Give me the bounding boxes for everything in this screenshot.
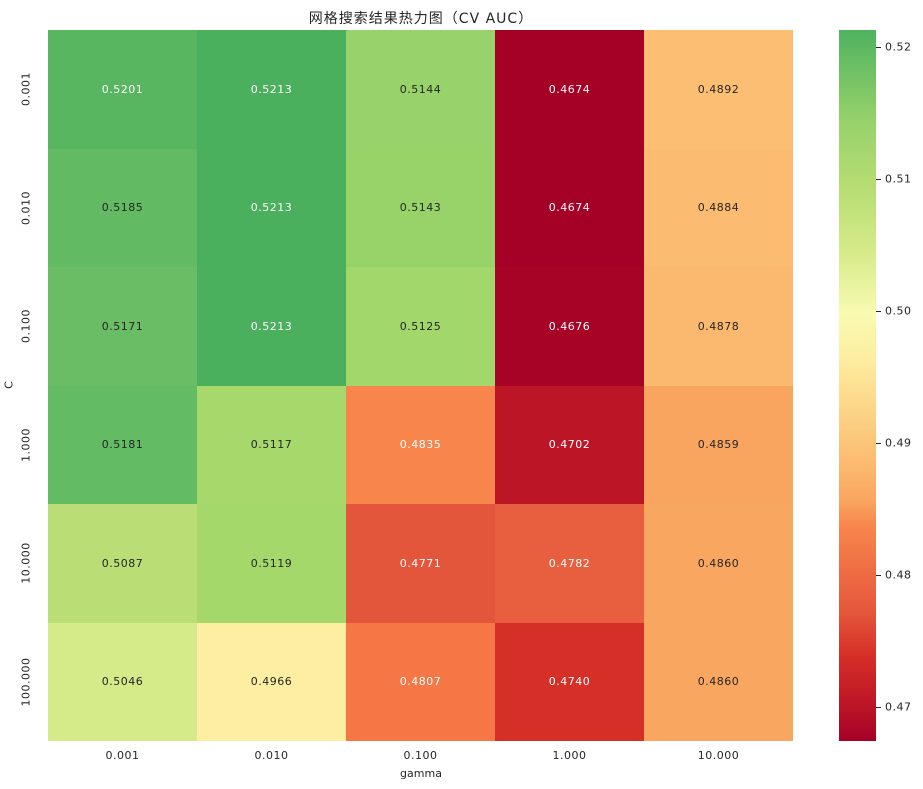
heatmap-cell: 0.4771 (346, 504, 495, 623)
heatmap-cell: 0.5181 (48, 385, 197, 504)
x-axis-label: gamma (400, 767, 442, 780)
heatmap-grid: 0.5201 0.5213 0.5144 0.4674 0.4892 0.5185 0.52… (48, 30, 793, 741)
chart-title: 网格搜索结果热力图（CV AUC） (308, 11, 534, 27)
heatmap-cell: 0.5201 (48, 30, 197, 149)
y-tick-label: 0.010 (19, 190, 33, 225)
heatmap-cell: 0.4782 (495, 504, 644, 623)
heatmap-cell: 0.5213 (197, 148, 346, 267)
heatmap-cell: 0.5119 (197, 504, 346, 623)
heatmap-cell: 0.4884 (644, 148, 793, 267)
x-tick-label: 0.001 (105, 749, 140, 762)
colorbar-tick-mark (876, 47, 881, 49)
heatmap-cell: 0.5144 (346, 30, 495, 149)
x-tick-label: 1.000 (552, 749, 587, 762)
colorbar-tick-mark (876, 706, 881, 708)
y-tick-label: 0.100 (19, 309, 33, 344)
colorbar-tick-label: 0.47 (885, 700, 912, 714)
y-tick-label: 0.001 (19, 72, 33, 107)
colorbar-tick-mark (876, 442, 881, 445)
heatmap-cell: 0.5213 (197, 30, 346, 149)
heatmap-cell: 0.4878 (644, 267, 793, 386)
heatmap-cell: 0.5143 (346, 148, 495, 267)
heatmap-cell: 0.5046 (48, 622, 197, 741)
y-tick-label: 10.000 (19, 542, 33, 585)
heatmap-cell: 0.4676 (495, 267, 644, 386)
heatmap-cell: 0.4892 (644, 30, 793, 149)
heatmap-cell: 0.4674 (495, 30, 644, 149)
heatmap-cell: 0.4859 (644, 385, 793, 504)
heatmap-cell: 0.4807 (346, 622, 495, 741)
heatmap-cell: 0.4966 (197, 622, 346, 741)
x-tick-label: 10.000 (697, 749, 740, 762)
heatmap-cell: 0.4860 (644, 504, 793, 623)
colorbar-tick-label: 0.49 (885, 436, 912, 450)
heatmap-cell: 0.5213 (197, 267, 346, 386)
heatmap-cell: 0.4674 (495, 148, 644, 267)
colorbar-tick-mark (876, 574, 881, 576)
colorbar-tick-mark (876, 310, 881, 313)
y-axis-label: C (2, 381, 16, 389)
colorbar-tick-label: 0.52 (885, 40, 912, 54)
colorbar-tick-label: 0.50 (885, 304, 912, 318)
heatmap-cell: 0.5185 (48, 148, 197, 267)
y-tick-label: 100.000 (19, 657, 33, 707)
heatmap-cell: 0.4702 (495, 385, 644, 504)
heatmap-cell: 0.5171 (48, 267, 197, 386)
colorbar-tick-label: 0.51 (885, 172, 912, 186)
colorbar-gradient (839, 30, 876, 741)
heatmap-cell: 0.5125 (346, 267, 495, 386)
colorbar-tick-label: 0.48 (885, 568, 912, 582)
x-tick-label: 0.010 (254, 749, 289, 762)
colorbar-tick-mark (876, 179, 881, 181)
y-tick-label: 1.000 (19, 427, 33, 462)
heatmap-cell: 0.4835 (346, 385, 495, 504)
x-tick-label: 0.100 (403, 749, 438, 762)
heatmap-cell: 0.4740 (495, 622, 644, 741)
heatmap-cell: 0.5087 (48, 504, 197, 623)
heatmap-cell: 0.4860 (644, 622, 793, 741)
heatmap-cell: 0.5117 (197, 385, 346, 504)
